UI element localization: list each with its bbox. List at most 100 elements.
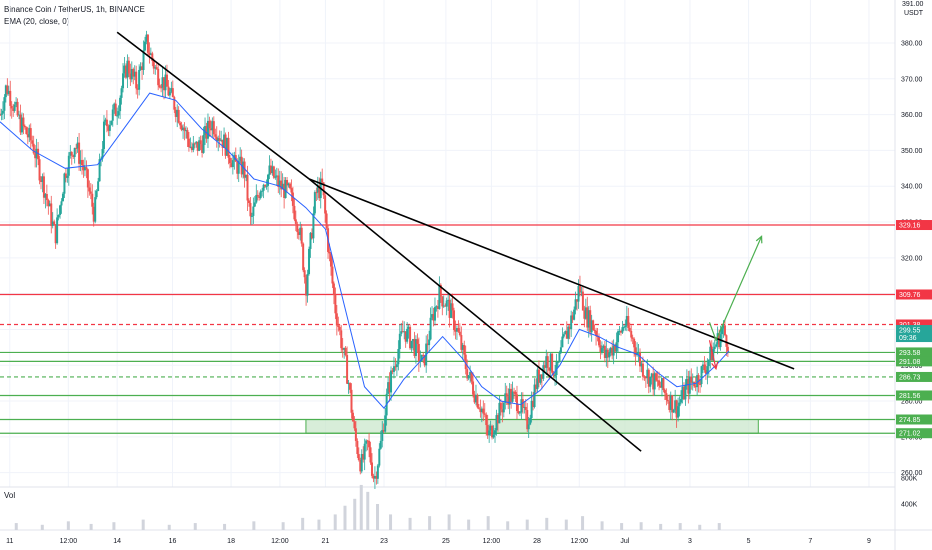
candle-body <box>599 345 602 353</box>
candle-body <box>407 326 410 329</box>
level-badge-label: 271.02 <box>899 431 921 438</box>
candle-body <box>258 196 261 198</box>
price-scale-top: 391.00 <box>902 1 924 8</box>
candle-body <box>723 325 726 336</box>
candle-body <box>704 370 707 374</box>
candle-body <box>76 142 79 149</box>
level-badge-label: 281.56 <box>899 393 921 400</box>
currency-label: USDT <box>904 10 924 17</box>
candle-body <box>713 346 716 350</box>
candle-body <box>291 192 294 206</box>
candle-body <box>438 284 441 309</box>
level-badge <box>896 371 932 382</box>
horizontal-levels[interactable] <box>0 224 895 434</box>
candle-body <box>69 151 72 156</box>
candle-body <box>567 326 570 339</box>
candle-body <box>448 299 451 318</box>
candle-body <box>72 155 75 157</box>
candle-body <box>86 169 89 188</box>
candle-body <box>455 328 458 332</box>
candle-body <box>95 190 98 198</box>
candle-body <box>322 182 325 196</box>
candle-body <box>501 409 504 413</box>
ema-line <box>0 92 730 410</box>
candle-body <box>245 174 248 178</box>
candle-body <box>722 325 725 329</box>
candle-body <box>630 330 633 338</box>
candle-body <box>540 374 543 379</box>
candle-body <box>527 424 530 430</box>
candle-body <box>211 121 214 131</box>
candle-body <box>264 184 267 187</box>
candle-body <box>524 406 527 411</box>
candle-body <box>628 327 631 331</box>
candle-body <box>551 353 554 373</box>
candle-body <box>507 396 510 405</box>
candle-body <box>171 88 174 98</box>
candle-body <box>539 374 542 383</box>
candle-body <box>165 74 168 87</box>
candle-body <box>576 299 579 302</box>
candle-body <box>141 66 144 71</box>
volume-bar <box>408 517 412 530</box>
candle-body <box>631 337 634 339</box>
candle-body <box>337 325 340 328</box>
candle-body <box>59 205 62 215</box>
candle-body <box>287 183 290 186</box>
candle-body <box>444 305 447 307</box>
candle-body <box>565 331 568 339</box>
candle-body <box>331 266 334 284</box>
candle-body <box>148 52 151 55</box>
candle-body <box>504 393 507 403</box>
candle-body <box>9 90 12 106</box>
candle-body <box>306 274 309 296</box>
candle-body <box>458 331 461 336</box>
candle-body <box>464 354 467 370</box>
level-badge <box>896 347 932 358</box>
candle-body <box>715 344 718 347</box>
candle-body <box>268 165 271 175</box>
trend-line <box>308 178 795 370</box>
candle-body <box>586 307 589 328</box>
candle-body <box>98 159 101 182</box>
candle-body <box>581 291 584 311</box>
candle-body <box>469 372 472 376</box>
candle-body <box>417 343 420 362</box>
volume-tick-label: 800K <box>901 476 918 483</box>
candle-body <box>102 121 105 149</box>
candle-body <box>313 192 316 214</box>
candle-body <box>395 364 398 368</box>
volume-bar <box>40 524 44 530</box>
projection-arrows[interactable] <box>708 235 763 371</box>
candle-body <box>593 329 596 331</box>
candle-body <box>562 334 565 337</box>
candle-body <box>199 140 202 145</box>
candle-body <box>78 142 81 164</box>
candle-body <box>546 356 549 368</box>
candle-body <box>583 310 586 319</box>
candle-body <box>699 384 702 386</box>
candle-body <box>85 167 88 170</box>
candle-body <box>451 303 454 311</box>
candle-body <box>157 68 160 86</box>
candle-body <box>28 128 31 138</box>
candle-body <box>300 227 303 244</box>
y-tick-label: 350.00 <box>901 148 923 155</box>
candle-body <box>41 176 44 182</box>
x-tick-label: 11 <box>6 538 13 545</box>
volume-bar <box>698 524 702 530</box>
candle-body <box>420 354 423 361</box>
candle-body <box>595 330 598 336</box>
candle-body <box>168 91 171 96</box>
candle-body <box>302 243 305 271</box>
candle-body <box>612 345 615 356</box>
trend-lines[interactable] <box>116 31 795 452</box>
candle-body <box>122 73 125 89</box>
candle-body <box>114 103 117 116</box>
candle-body <box>643 376 646 378</box>
candle-body <box>42 176 45 198</box>
axes[interactable]: 391.00 USDT 260.00270.00280.00290.00300.… <box>6 1 924 545</box>
candle-body <box>359 459 362 472</box>
candle-body <box>433 307 436 321</box>
